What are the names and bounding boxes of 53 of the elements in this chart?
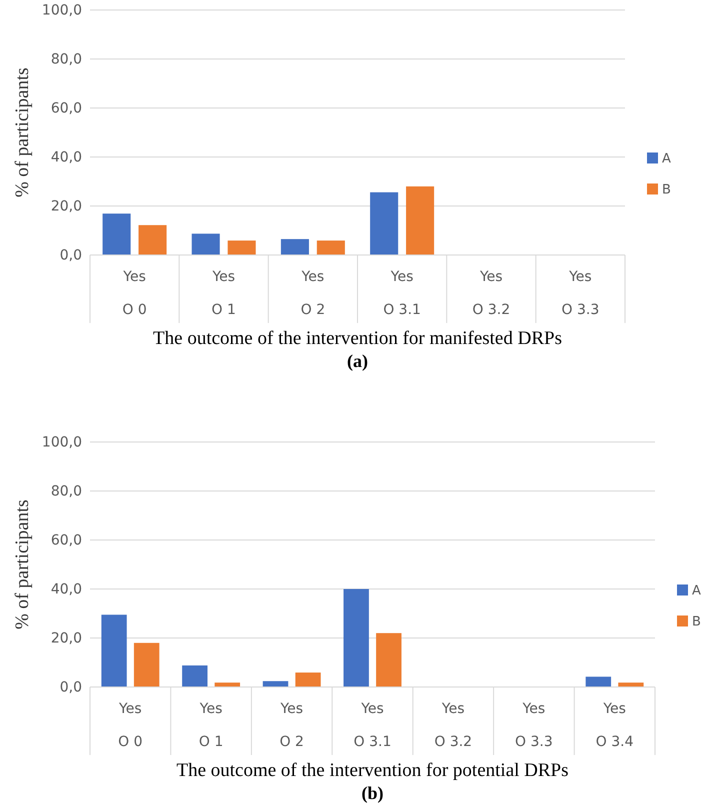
bar bbox=[295, 672, 321, 687]
category-label: Yes O 3.2 bbox=[472, 269, 510, 318]
x-axis-title: The outcome of the intervention for potential DRPs bbox=[176, 760, 569, 781]
bar bbox=[134, 642, 160, 687]
bar bbox=[376, 633, 402, 687]
bar bbox=[316, 240, 345, 255]
category-label: Yes O 3.1 bbox=[383, 269, 421, 318]
category-label: Yes O 3.4 bbox=[596, 701, 634, 750]
y-axis-title: % of participants bbox=[12, 68, 33, 198]
bar bbox=[228, 240, 256, 255]
y-tick-label: 40,0 bbox=[50, 149, 82, 166]
category-label: Yes O 3.3 bbox=[562, 269, 600, 318]
category-label: Yes O 3.3 bbox=[515, 701, 553, 750]
bar bbox=[406, 186, 434, 255]
y-tick-label: 20,0 bbox=[50, 198, 82, 214]
text: (a) bbox=[347, 351, 368, 371]
legend-label: B bbox=[692, 614, 701, 630]
bar bbox=[586, 676, 612, 687]
legend-label: A bbox=[692, 584, 701, 598]
bar bbox=[370, 192, 398, 255]
category-label: Yes O 3.1 bbox=[354, 701, 392, 750]
bar bbox=[214, 682, 240, 687]
y-tick-label: 100,0 bbox=[42, 2, 82, 18]
legend-label: B bbox=[662, 182, 671, 198]
bar bbox=[138, 225, 167, 255]
bar bbox=[344, 589, 369, 687]
bar bbox=[101, 614, 127, 687]
category-label: Yes O 0 bbox=[122, 269, 147, 318]
y-tick-label: 0,0 bbox=[60, 247, 82, 264]
y-axis-title: % of participants bbox=[12, 500, 33, 630]
x-axis-title: The outcome of the intervention for manifested DRPs bbox=[153, 328, 562, 349]
text: (b) bbox=[362, 783, 384, 803]
y-tick-label: 80,0 bbox=[50, 483, 82, 500]
bar bbox=[618, 682, 644, 687]
category-label: Yes O 1 bbox=[198, 701, 224, 750]
legend-label: A bbox=[662, 152, 671, 166]
bar bbox=[192, 234, 220, 255]
bar bbox=[280, 239, 309, 255]
y-tick-label: 20,0 bbox=[50, 630, 82, 646]
category-label: Yes O 0 bbox=[118, 701, 143, 750]
category-label: Yes O 2 bbox=[280, 701, 304, 750]
y-tick-label: 100,0 bbox=[42, 434, 82, 450]
category-label: Yes O 3.2 bbox=[434, 701, 472, 750]
bar bbox=[102, 214, 131, 255]
category-label: Yes O 1 bbox=[212, 269, 236, 318]
y-tick-label: 60,0 bbox=[50, 532, 82, 548]
y-tick-label: 80,0 bbox=[50, 51, 82, 68]
y-tick-label: 60,0 bbox=[50, 100, 82, 116]
y-tick-label: 40,0 bbox=[50, 581, 82, 598]
y-tick-label: 0,0 bbox=[60, 679, 82, 696]
bar bbox=[262, 681, 288, 687]
bar bbox=[182, 665, 208, 687]
category-label: Yes O 2 bbox=[300, 269, 326, 318]
